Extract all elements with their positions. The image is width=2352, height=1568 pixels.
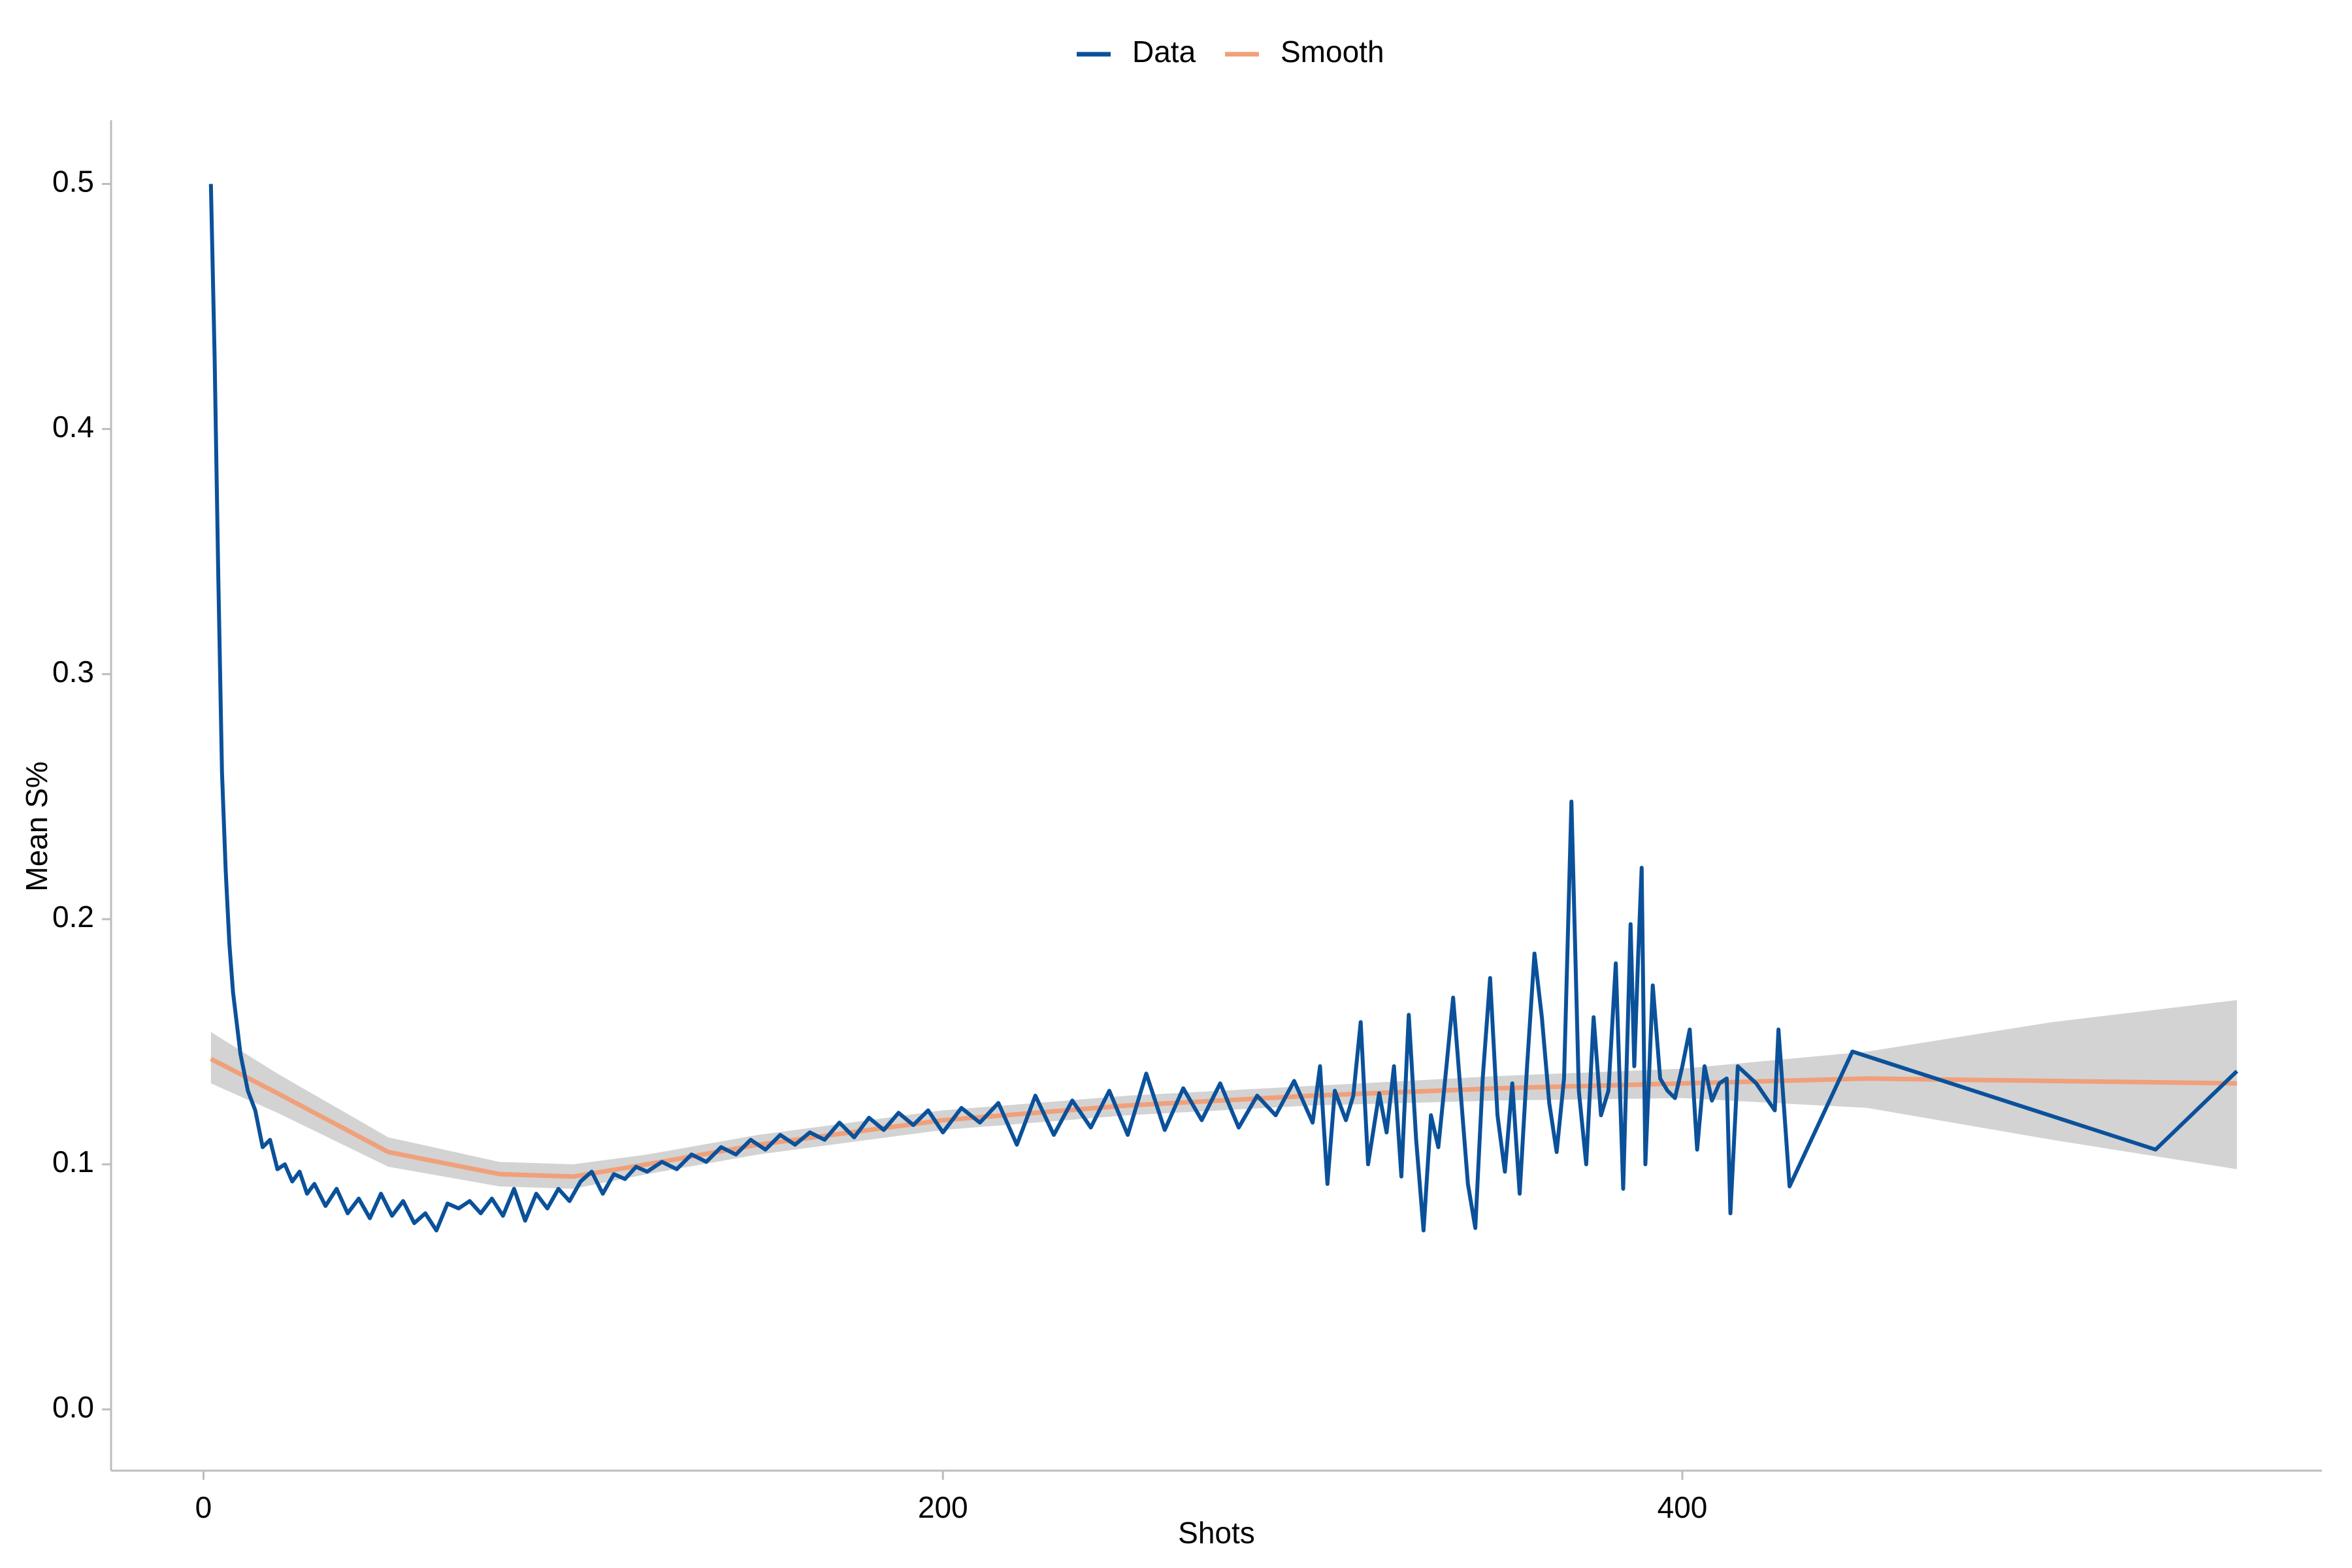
- data-line: [208, 184, 2238, 1233]
- y-tick-label: 0.4: [52, 410, 94, 444]
- legend-label: Data: [1132, 35, 1196, 69]
- y-tick-label: 0.0: [52, 1390, 94, 1424]
- x-tick-label: 0: [195, 1490, 212, 1524]
- x-axis-title: Shots: [1178, 1516, 1255, 1550]
- smooth-line: [210, 1056, 2237, 1179]
- y-axis-title: Mean S%: [20, 761, 54, 891]
- y-tick-label: 0.5: [52, 165, 94, 199]
- x-tick-label: 400: [1658, 1490, 1708, 1524]
- x-tick-label: 200: [918, 1490, 968, 1524]
- y-tick-label: 0.2: [52, 900, 94, 934]
- y-tick-label: 0.3: [52, 655, 94, 689]
- y-tick-label: 0.1: [52, 1145, 94, 1179]
- legend-label: Smooth: [1281, 35, 1384, 69]
